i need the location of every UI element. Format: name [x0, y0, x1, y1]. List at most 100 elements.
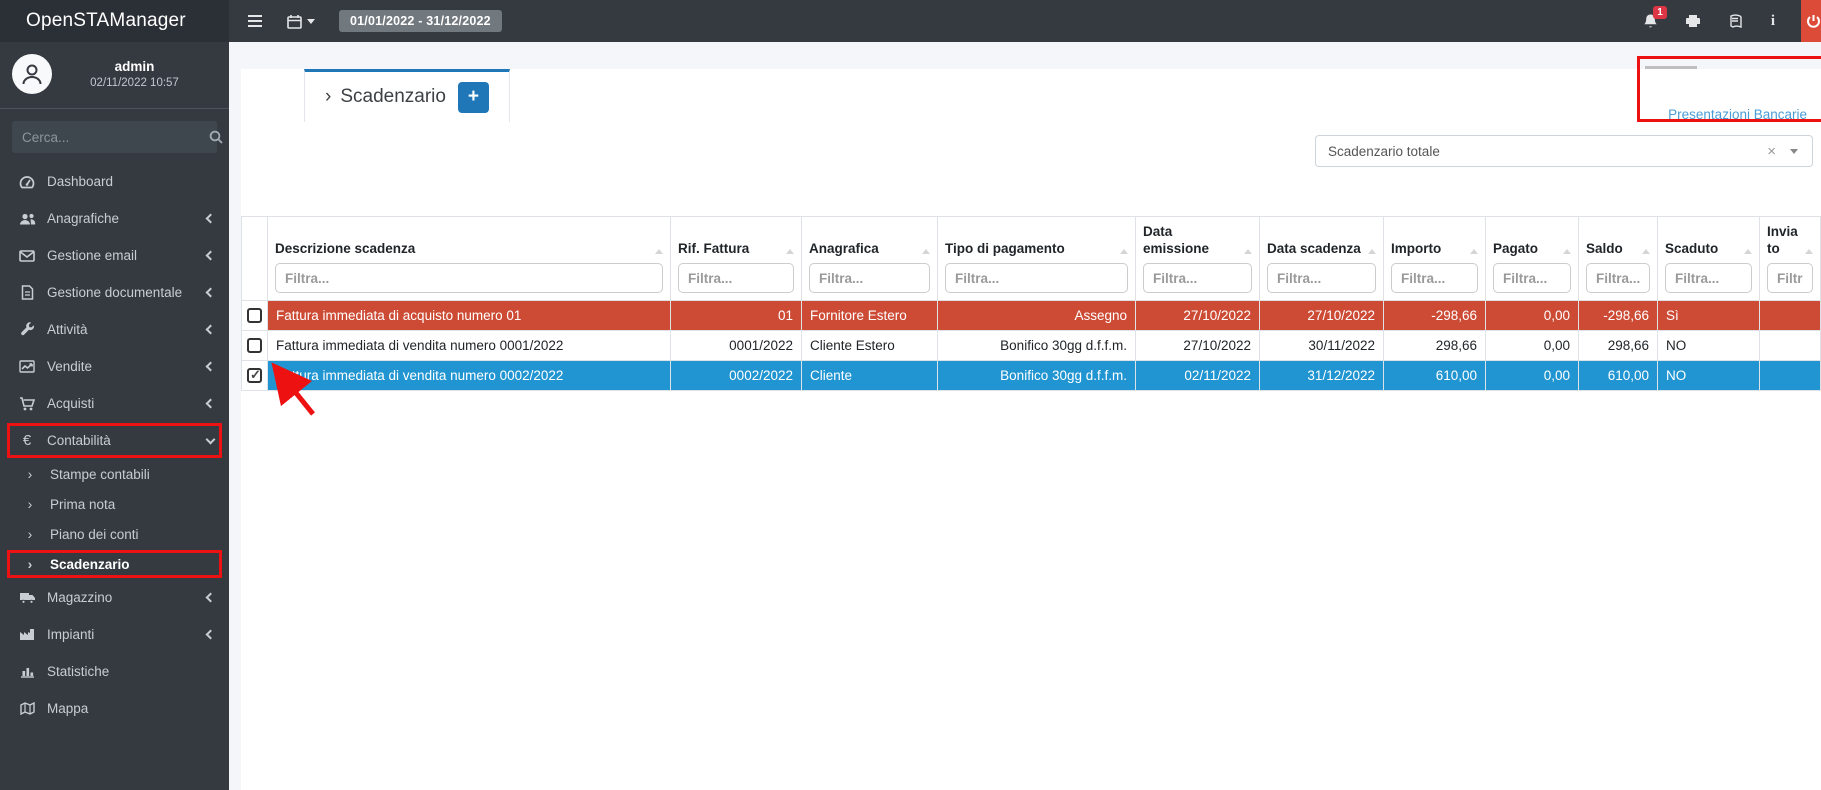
date-range-badge[interactable]: 01/01/2022 - 31/12/2022 [339, 10, 502, 32]
column-header-descrizione-scadenza[interactable]: Descrizione scadenza [267, 216, 671, 301]
column-label[interactable]: Scaduto [1665, 240, 1752, 257]
filter-input-pagato[interactable] [1493, 263, 1571, 293]
sidebar-item-attivit[interactable]: Attività [0, 311, 229, 348]
table-row[interactable]: Fattura immediata di vendita numero 0001… [241, 330, 1821, 361]
sort-icon[interactable] [1563, 249, 1571, 254]
cell-saldo[interactable]: 610,00 [1578, 360, 1658, 391]
column-label[interactable]: Data emissione [1143, 223, 1252, 257]
sort-icon[interactable] [786, 249, 794, 254]
docs-book-icon[interactable] [1728, 13, 1744, 29]
table-row[interactable]: Fattura immediata di vendita numero 0002… [241, 360, 1821, 391]
cell-rif-fattura[interactable]: 0001/2022 [670, 330, 802, 361]
column-header-data-emissione[interactable]: Data emissione [1135, 216, 1260, 301]
column-label[interactable]: Saldo [1586, 240, 1650, 257]
notifications-bell-icon[interactable]: 1 [1643, 6, 1667, 29]
cell-scaduto[interactable]: NO [1657, 330, 1760, 361]
column-label[interactable]: Tipo di pagamento [945, 240, 1128, 257]
cell-importo[interactable]: -298,66 [1383, 300, 1486, 331]
avatar[interactable] [12, 54, 52, 94]
column-label[interactable]: Anagrafica [809, 240, 930, 257]
cell-descrizione-scadenza[interactable]: Fattura immediata di vendita numero 0001… [267, 330, 671, 361]
cell-scaduto[interactable]: NO [1657, 360, 1760, 391]
sidebar-item-piano-dei-conti[interactable]: › Piano dei conti [0, 519, 229, 549]
cell-inviato[interactable] [1759, 330, 1821, 361]
add-button[interactable]: + [457, 81, 489, 113]
cell-descrizione-scadenza[interactable]: Fattura immediata di acquisto numero 01 [267, 300, 671, 331]
cell-saldo[interactable]: 298,66 [1578, 330, 1658, 361]
column-header-scaduto[interactable]: Scaduto [1657, 216, 1760, 301]
filter-input-descrizione-scadenza[interactable] [275, 263, 663, 293]
view-filter-select[interactable]: Scadenzario totale × [1315, 135, 1813, 167]
cell-data-emissione[interactable]: 27/10/2022 [1135, 300, 1260, 331]
cell-data-scadenza[interactable]: 31/12/2022 [1259, 360, 1384, 391]
filter-input-data-emissione[interactable] [1143, 263, 1252, 293]
column-header-rif-fattura[interactable]: Rif. Fattura [670, 216, 802, 301]
user-name[interactable]: admin [114, 59, 155, 74]
sidebar-item-magazzino[interactable]: Magazzino [0, 579, 229, 616]
column-header-importo[interactable]: Importo [1383, 216, 1486, 301]
cell-anagrafica[interactable]: Cliente Estero [801, 330, 938, 361]
filter-input-scaduto[interactable] [1665, 263, 1752, 293]
logout-power-button[interactable] [1801, 0, 1821, 42]
sort-icon[interactable] [1805, 249, 1813, 254]
column-label[interactable]: Importo [1391, 240, 1478, 257]
cell-inviato[interactable] [1759, 300, 1821, 331]
sort-icon[interactable] [1244, 249, 1252, 254]
cell-anagrafica[interactable]: Cliente [801, 360, 938, 391]
search-input[interactable] [12, 129, 209, 145]
sidebar-item-contabilit[interactable]: € Contabilità [0, 422, 229, 459]
cell-data-scadenza[interactable]: 30/11/2022 [1259, 330, 1384, 361]
app-logo[interactable]: OpenSTAManager [0, 0, 229, 42]
sidebar-item-stampe-contabili[interactable]: › Stampe contabili [0, 459, 229, 489]
cell-importo[interactable]: 610,00 [1383, 360, 1486, 391]
sort-icon[interactable] [922, 249, 930, 254]
cell-tipo-di-pagamento[interactable]: Bonifico 30gg d.f.f.m. [937, 360, 1136, 391]
cell-pagato[interactable]: 0,00 [1485, 360, 1579, 391]
table-row[interactable]: Fattura immediata di acquisto numero 01 0… [241, 300, 1821, 331]
column-label[interactable]: Data scadenza [1267, 240, 1376, 257]
cell-data-emissione[interactable]: 27/10/2022 [1135, 330, 1260, 361]
column-header-inviato[interactable]: Inviato [1759, 216, 1821, 301]
clear-filter-icon[interactable]: × [1767, 142, 1776, 160]
sort-icon[interactable] [1744, 249, 1752, 254]
sidebar-item-dashboard[interactable]: Dashboard [0, 163, 229, 200]
sort-icon[interactable] [1642, 249, 1650, 254]
cell-data-scadenza[interactable]: 27/10/2022 [1259, 300, 1384, 331]
column-header-anagrafica[interactable]: Anagrafica [801, 216, 938, 301]
cell-saldo[interactable]: -298,66 [1578, 300, 1658, 331]
cell-rif-fattura[interactable]: 01 [670, 300, 802, 331]
row-checkbox[interactable] [247, 308, 262, 324]
sort-icon[interactable] [1368, 249, 1376, 254]
sidebar-item-gestione-documentale[interactable]: Gestione documentale [0, 274, 229, 311]
cell-tipo-di-pagamento[interactable]: Bonifico 30gg d.f.f.m. [937, 330, 1136, 361]
search-icon[interactable] [209, 130, 223, 144]
cell-inviato[interactable] [1759, 360, 1821, 391]
sidebar-item-impianti[interactable]: Impianti [0, 616, 229, 653]
filter-input-rif-fattura[interactable] [678, 263, 794, 293]
sidebar-item-vendite[interactable]: Vendite [0, 348, 229, 385]
row-checkbox[interactable] [247, 367, 262, 384]
print-icon[interactable] [1685, 14, 1701, 29]
cell-descrizione-scadenza[interactable]: Fattura immediata di vendita numero 0002… [267, 360, 671, 391]
row-checkbox[interactable] [247, 338, 262, 354]
cell-tipo-di-pagamento[interactable]: Assegno [937, 300, 1136, 331]
sort-icon[interactable] [1470, 249, 1478, 254]
tab-scadenzario[interactable]: › Scadenzario + [304, 69, 510, 122]
cell-pagato[interactable]: 0,00 [1485, 330, 1579, 361]
sidebar-item-gestione-email[interactable]: Gestione email [0, 237, 229, 274]
filter-input-saldo[interactable] [1586, 263, 1650, 293]
sort-icon[interactable] [1120, 249, 1128, 254]
column-header-saldo[interactable]: Saldo [1578, 216, 1658, 301]
column-header-tipo-di-pagamento[interactable]: Tipo di pagamento [937, 216, 1136, 301]
filter-input-importo[interactable] [1391, 263, 1478, 293]
column-label[interactable]: Rif. Fattura [678, 240, 794, 257]
hamburger-menu-icon[interactable] [247, 14, 263, 28]
column-label[interactable]: Pagato [1493, 240, 1571, 257]
filter-input-inviato[interactable] [1767, 263, 1813, 293]
info-icon[interactable]: i [1770, 12, 1775, 29]
column-header-data-scadenza[interactable]: Data scadenza [1259, 216, 1384, 301]
column-label[interactable]: Inviato [1767, 223, 1813, 257]
cell-pagato[interactable]: 0,00 [1485, 300, 1579, 331]
presentazioni-bancarie-link[interactable]: Presentazioni Bancarie [1668, 107, 1807, 122]
cell-anagrafica[interactable]: Fornitore Estero [801, 300, 938, 331]
